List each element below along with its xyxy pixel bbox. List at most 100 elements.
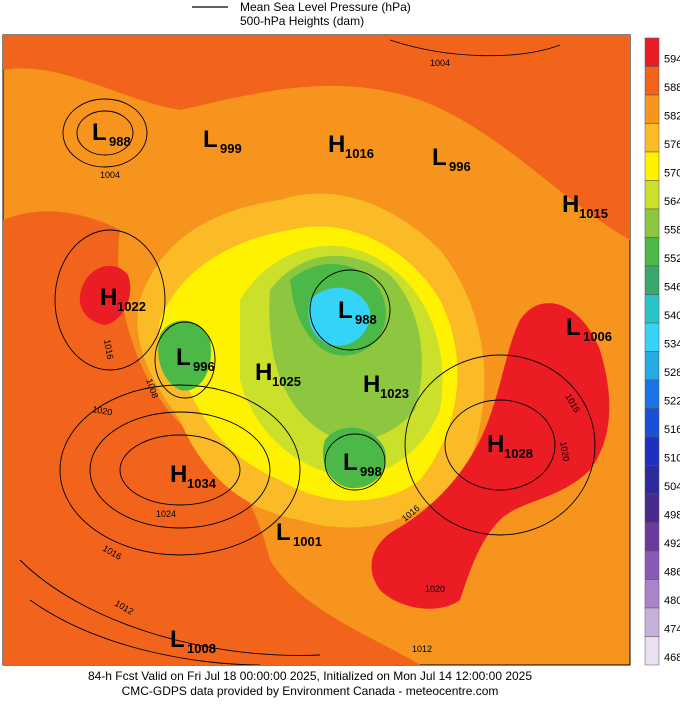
center-type: H <box>100 284 117 311</box>
center-type: L <box>432 144 447 171</box>
center-type: L <box>338 297 353 324</box>
colorbar-swatch <box>644 208 660 238</box>
colorbar-label: 534 <box>664 339 680 351</box>
pressure-center: H 1022 <box>100 284 146 314</box>
colorbar-label: 594 <box>664 54 680 66</box>
center-value: 1008 <box>187 641 216 656</box>
contour-label: 1004 <box>430 58 450 68</box>
center-type: H <box>487 431 504 458</box>
pressure-center: H 1034 <box>170 461 217 491</box>
colorbar-label: 540 <box>664 310 680 322</box>
contour-label: 1004 <box>100 170 120 180</box>
height-region <box>371 303 610 609</box>
center-value: 1016 <box>345 146 374 161</box>
center-value: 1001 <box>293 534 322 549</box>
center-value: 999 <box>220 141 242 156</box>
colorbar: 594 588 582 576 570 564 558 552 546 540 534 528 522 5… <box>644 37 680 666</box>
contour-label: 1020 <box>425 584 445 594</box>
center-value: 998 <box>360 464 382 479</box>
center-value: 1006 <box>583 329 612 344</box>
contour-label: 1012 <box>412 644 432 654</box>
colorbar-label: 492 <box>664 538 680 550</box>
colorbar-label: 522 <box>664 396 680 408</box>
center-type: H <box>562 191 579 218</box>
center-value: 1022 <box>117 299 146 314</box>
colorbar-label: 510 <box>664 453 680 465</box>
center-type: H <box>363 371 380 398</box>
center-value: 996 <box>449 159 471 174</box>
colorbar-label: 468 <box>664 652 680 664</box>
height-region <box>322 427 386 489</box>
colorbar-label: 564 <box>664 196 680 208</box>
center-type: H <box>170 461 187 488</box>
center-value: 988 <box>355 312 377 327</box>
center-value: 1023 <box>380 386 409 401</box>
colorbar-swatch <box>644 408 660 438</box>
colorbar-swatch <box>644 94 660 124</box>
colorbar-label: 474 <box>664 624 680 636</box>
colorbar-label: 528 <box>664 367 680 379</box>
colorbar-swatch <box>644 237 660 267</box>
colorbar-label: 504 <box>664 481 680 493</box>
center-value: 988 <box>109 134 131 149</box>
colorbar-swatch <box>644 151 660 181</box>
center-type: L <box>343 449 358 476</box>
colorbar-swatch <box>644 550 660 580</box>
height-region <box>3 211 420 666</box>
pressure-center: L 1008 <box>170 626 216 656</box>
colorbar-label: 546 <box>664 282 680 294</box>
colorbar-swatch <box>644 37 660 67</box>
colorbar-swatch <box>644 66 660 96</box>
colorbar-label: 480 <box>664 595 680 607</box>
center-value: 1015 <box>579 206 608 221</box>
colorbar-label: 588 <box>664 82 680 94</box>
colorbar-swatch <box>644 351 660 381</box>
colorbar-label: 498 <box>664 510 680 522</box>
colorbar-label: 576 <box>664 139 680 151</box>
colorbar-label: 552 <box>664 253 680 265</box>
height-region <box>79 265 131 325</box>
pressure-center: H 1025 <box>255 359 301 389</box>
height-region <box>3 35 630 240</box>
isobars <box>19 39 596 666</box>
center-type: L <box>92 119 107 146</box>
center-type: H <box>255 359 272 386</box>
colorbar-swatch <box>644 322 660 352</box>
legend-item: Mean Sea Level Pressure (hPa) <box>240 0 411 14</box>
pressure-center: L 988 <box>338 297 377 327</box>
colorbar-label: 558 <box>664 225 680 237</box>
colorbar-label: 486 <box>664 567 680 579</box>
contour-label: 1016 <box>102 339 115 360</box>
pressure-center: L 1001 <box>276 519 322 549</box>
legend-item: 500-hPa Heights (dam) <box>240 14 364 28</box>
pressure-center: L 996 <box>176 344 215 374</box>
colorbar-swatch <box>644 636 660 666</box>
colorbar-label: 516 <box>664 424 680 436</box>
colorbar-label: 582 <box>664 111 680 123</box>
colorbar-label: 570 <box>664 168 680 180</box>
center-type: L <box>566 314 581 341</box>
pressure-center: H 1028 <box>487 431 533 461</box>
center-value: 996 <box>193 359 215 374</box>
center-type: L <box>176 344 191 371</box>
pressure-center: L 999 <box>203 126 242 156</box>
pressure-center: H 1023 <box>363 371 409 401</box>
height-region <box>308 287 371 346</box>
pressure-center: H 1015 <box>562 191 608 221</box>
contour-label: 1024 <box>156 509 176 519</box>
footer-text: 84-h Fcst Valid on Fri Jul 18 00:00:00 2… <box>88 669 532 683</box>
colorbar-swatch <box>644 493 660 523</box>
colorbar-swatch <box>644 522 660 552</box>
pressure-center: L 998 <box>343 449 382 479</box>
center-type: L <box>203 126 218 153</box>
center-value: 1025 <box>272 374 301 389</box>
center-type: H <box>328 131 345 158</box>
pressure-center: L 996 <box>432 144 471 174</box>
center-value: 1034 <box>187 476 217 491</box>
pressure-center: L 1006 <box>566 314 612 344</box>
colorbar-swatch <box>644 579 660 609</box>
center-value: 1028 <box>504 446 533 461</box>
footer-text: CMC-GDPS data provided by Environment Ca… <box>122 684 499 698</box>
